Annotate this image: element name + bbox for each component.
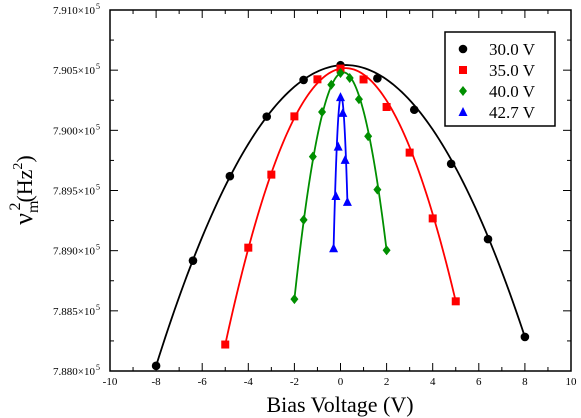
- x-axis-label: Bias Voltage (V): [266, 392, 413, 417]
- legend-label-series-3: 40.0 V: [489, 82, 536, 101]
- x-tick-label: -8: [152, 376, 162, 388]
- data-point-series-2: [428, 214, 437, 223]
- legend-marker-series-2: [459, 66, 467, 74]
- data-point-series-4: [329, 243, 339, 253]
- data-point-series-1: [151, 361, 161, 371]
- y-tick-label: 7.885×10: [53, 306, 95, 318]
- data-point-series-1: [262, 112, 272, 121]
- x-tick-label: 2: [384, 376, 390, 388]
- data-point-series-2: [313, 75, 322, 84]
- legend-label-series-1: 30.0 V: [489, 40, 536, 59]
- data-point-series-2: [405, 148, 414, 157]
- x-tick-label: -6: [198, 376, 208, 388]
- data-point-series-1: [446, 159, 456, 169]
- y-tick-exponent: 5: [96, 183, 100, 192]
- data-point-series-2: [221, 340, 230, 349]
- data-point-series-4: [338, 107, 348, 117]
- data-point-series-4: [333, 141, 343, 151]
- data-point-series-2: [382, 102, 391, 111]
- data-point-series-3: [345, 72, 354, 83]
- data-point-series-1: [299, 75, 308, 85]
- data-point-series-4: [331, 191, 341, 201]
- x-tick-label: -2: [290, 376, 299, 388]
- y-tick-label: 7.900×10: [53, 125, 95, 137]
- data-point-series-1: [520, 332, 530, 342]
- x-tick-label: -10: [103, 376, 118, 388]
- data-point-series-1: [483, 234, 493, 244]
- data-point-series-3: [382, 245, 391, 256]
- x-tick-label: 8: [522, 376, 528, 388]
- y-tick-exponent: 5: [96, 363, 100, 372]
- y-axis-label-unit-superscript: 2: [11, 163, 26, 170]
- data-point-series-2: [359, 75, 368, 84]
- y-tick-label: 7.890×10: [53, 246, 95, 258]
- data-point-series-3: [373, 184, 382, 195]
- x-tick-label: 10: [566, 376, 578, 388]
- data-point-series-4: [342, 196, 352, 206]
- y-axis-label-subscript: m: [25, 200, 42, 213]
- y-tick-label: 7.905×10: [53, 65, 95, 77]
- y-tick-label: 7.910×10: [53, 5, 95, 17]
- y-tick-label: 7.880×10: [53, 366, 95, 378]
- data-point-series-4: [336, 92, 345, 102]
- data-point-series-3: [364, 131, 373, 142]
- data-point-series-1: [225, 171, 235, 181]
- data-markers: [151, 60, 530, 371]
- data-point-series-3: [318, 107, 327, 118]
- y-axis-label-symbol: ν: [9, 213, 38, 225]
- y-axis-label: νm2(Hz2): [7, 155, 42, 225]
- data-point-series-4: [340, 154, 350, 164]
- data-point-series-3: [290, 294, 299, 305]
- data-point-series-2: [290, 112, 299, 121]
- x-tick-label: 0: [338, 376, 344, 388]
- data-point-series-1: [188, 256, 198, 265]
- y-axis-label-unit-close: ): [12, 155, 37, 162]
- legend-label-series-2: 35.0 V: [489, 61, 536, 80]
- x-tick-label: -4: [244, 376, 254, 388]
- data-point-series-2: [267, 170, 276, 179]
- legend: 30.0 V 35.0 V 40.0 V 42.7 V: [444, 31, 556, 127]
- axis-ticks: -10 -8 -6 -4 -2 0 2 4 6 8 107.880×10 57.885×10 57.89…: [53, 2, 577, 388]
- data-point-series-3: [354, 94, 363, 105]
- y-tick-exponent: 5: [96, 122, 100, 131]
- y-tick-exponent: 5: [96, 62, 100, 71]
- legend-marker-series-4: [458, 107, 468, 116]
- legend-marker-series-3: [459, 86, 467, 96]
- data-point-series-3: [299, 214, 308, 225]
- data-point-series-1: [409, 105, 419, 115]
- legend-marker-series-1: [458, 44, 468, 54]
- y-tick-label: 7.895×10: [53, 186, 95, 198]
- x-tick-label: 6: [476, 376, 482, 388]
- data-point-series-2: [244, 243, 253, 252]
- y-tick-exponent: 5: [96, 243, 100, 252]
- y-axis-label-unit-open: (Hz: [12, 169, 37, 202]
- data-point-series-1: [373, 74, 382, 83]
- y-tick-exponent: 5: [96, 303, 100, 312]
- legend-label-series-4: 42.7 V: [489, 103, 536, 122]
- data-point-series-3: [327, 79, 336, 90]
- x-tick-label: 4: [430, 376, 436, 388]
- y-tick-exponent: 5: [96, 2, 100, 11]
- y-axis-label-superscript: 2: [7, 203, 24, 211]
- data-point-series-3: [336, 68, 345, 79]
- data-point-series-3: [308, 151, 317, 162]
- data-point-series-2: [451, 297, 460, 306]
